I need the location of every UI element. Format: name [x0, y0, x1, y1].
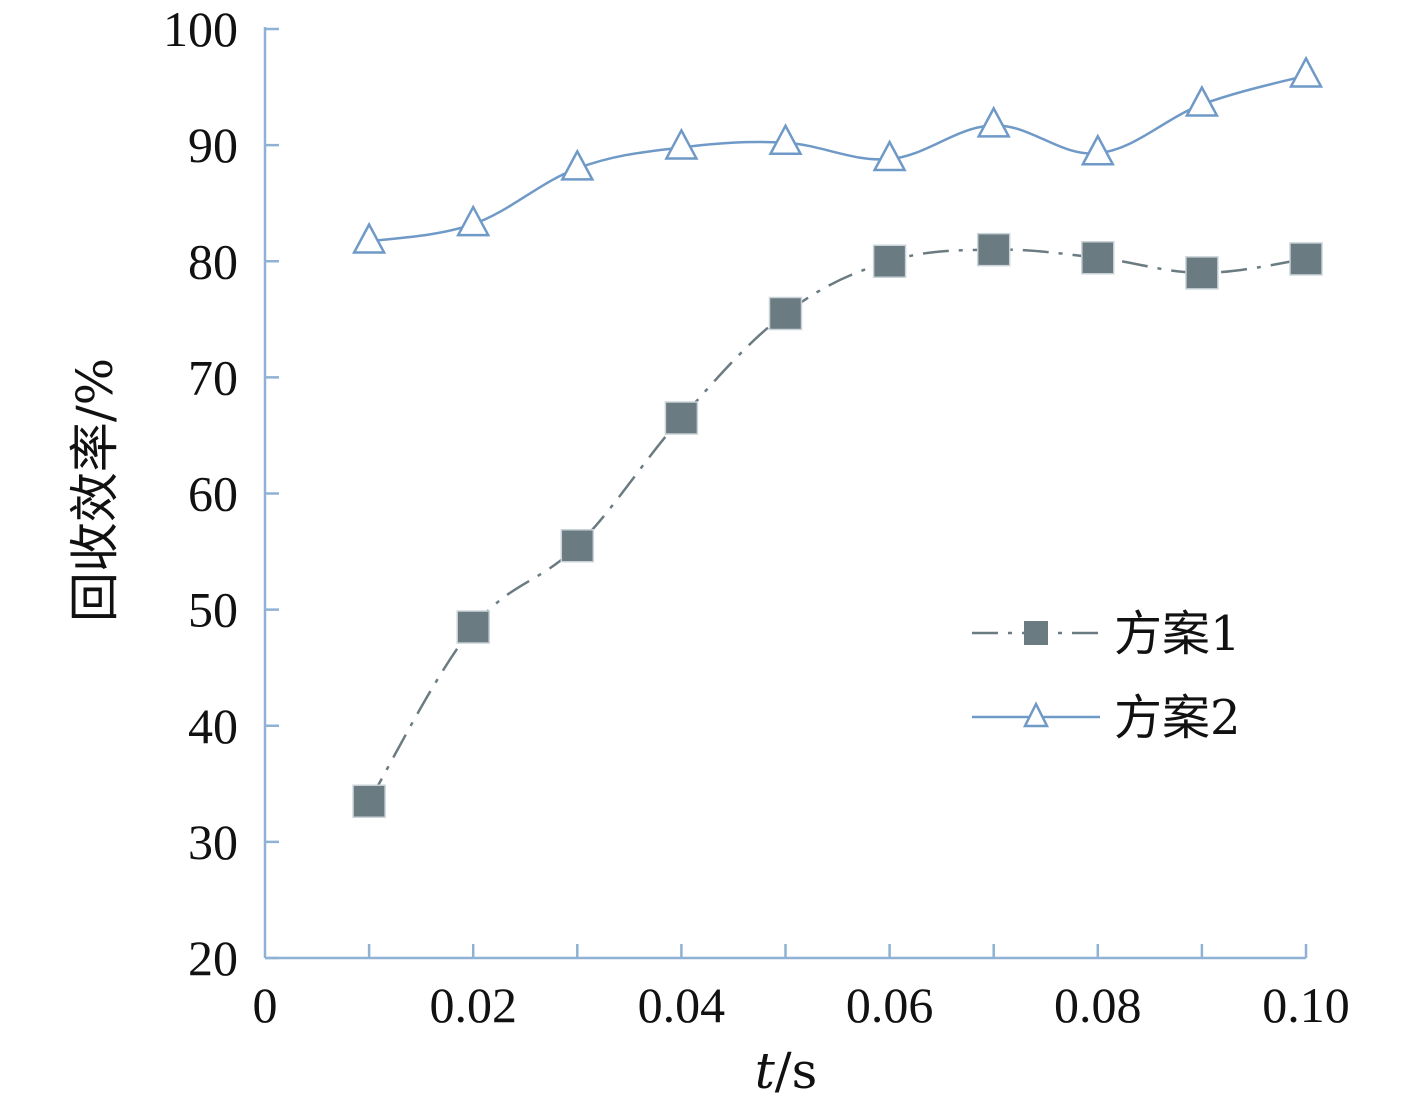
x-tick-label: 0.04 [638, 977, 726, 1033]
y-tick-label: 50 [188, 582, 238, 638]
data-point-series-2 [1184, 84, 1219, 117]
legend-marker-2 [1022, 701, 1050, 728]
y-axis-label: 回收效率/% [66, 358, 124, 622]
data-point-series-1 [1185, 256, 1219, 290]
y-tick-label: 20 [188, 930, 238, 986]
data-point-series-1 [560, 529, 595, 563]
legend-marker-1 [1024, 621, 1048, 645]
legend-label-2: 方案2 [1114, 690, 1241, 746]
x-axis-label-unit: /s [775, 1042, 818, 1100]
data-point-series-2 [976, 105, 1011, 138]
data-point-series-1 [1289, 242, 1323, 276]
data-point-series-2 [768, 123, 803, 156]
x-axis-label: t/s [755, 1042, 818, 1100]
x-tick-label: 0.10 [1262, 977, 1350, 1033]
ticks: 20 30 40 50 60 70 80 90 100 0 0.02 0.04 0.06 0.08 0.10 [163, 1, 1350, 1033]
x-tick-label: 0.08 [1054, 977, 1142, 1033]
data-point-series-1 [352, 784, 386, 818]
y-tick-label: 30 [188, 814, 238, 870]
x-tick-label: 0.06 [846, 977, 934, 1033]
data-point-series-2 [664, 127, 699, 160]
data-point-series-2 [560, 148, 595, 181]
data-point-series-1 [976, 232, 1011, 267]
series-line-2 [368, 74, 1307, 243]
x-axis-label-italic: t [755, 1042, 776, 1100]
axes [263, 27, 1306, 960]
legend: 方案1 方案2 [972, 606, 1241, 746]
y-tick-label: 40 [188, 698, 238, 754]
y-tick-label: 100 [163, 1, 238, 57]
data-point-series-1 [768, 296, 803, 331]
series-layer [352, 55, 1324, 818]
data-point-series-2 [1080, 133, 1115, 166]
data-point-series-1 [456, 610, 490, 644]
y-tick-label: 70 [188, 349, 238, 405]
data-point-series-1 [664, 401, 699, 435]
data-point-series-1 [872, 244, 907, 278]
y-tick-label: 60 [188, 466, 238, 522]
data-point-series-2 [1288, 55, 1324, 88]
y-tick-label: 80 [188, 233, 238, 289]
data-point-series-1 [1081, 241, 1115, 275]
legend-label-1: 方案1 [1114, 606, 1241, 662]
data-point-series-2 [872, 139, 907, 172]
x-tick-label: 0.02 [429, 977, 517, 1033]
data-point-series-2 [456, 204, 491, 237]
x-tick-label: 0 [253, 977, 278, 1033]
y-tick-label: 90 [188, 117, 238, 173]
data-point-series-2 [352, 221, 387, 254]
